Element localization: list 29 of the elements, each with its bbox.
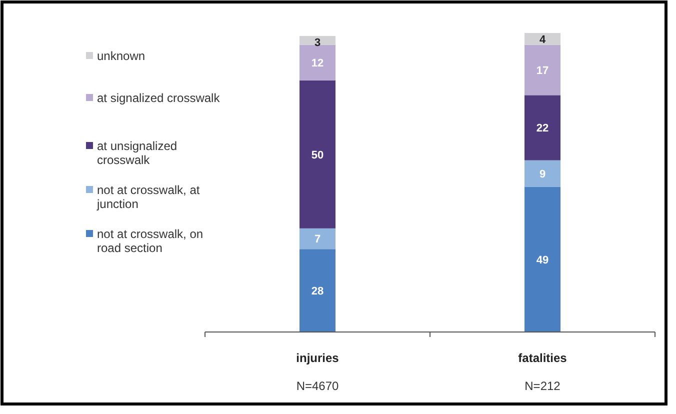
data-label: 50: [311, 149, 324, 162]
text: N=4670: [296, 379, 340, 393]
legend-label: not at crosswalk, on road section: [97, 227, 204, 255]
x-tick-label: fatalities: [518, 351, 568, 365]
data-label: 49: [536, 254, 549, 266]
bar: [300, 249, 336, 332]
legend-label: at unsignalized crosswalk: [97, 139, 178, 167]
bar: [300, 80, 336, 228]
bar: [524, 44, 560, 96]
bar: [524, 186, 560, 332]
data-label: 22: [536, 122, 549, 135]
data-label: 9: [539, 168, 546, 181]
bar: [300, 44, 336, 80]
text: N=212: [524, 379, 561, 393]
bar: [524, 33, 560, 45]
x-tick-label: injuries: [296, 351, 340, 365]
data-label: 7: [314, 234, 321, 246]
bar: [300, 36, 336, 45]
legend-label: not at crosswalk, at junction: [96, 183, 200, 211]
data-label: 4: [539, 34, 546, 46]
bar: [524, 160, 560, 187]
legend-label: at signalized crosswalk: [97, 91, 221, 105]
data-label: 17: [536, 65, 549, 78]
data-label: 12: [311, 58, 324, 70]
data-label: 28: [311, 286, 324, 298]
legend-label: unknown: [97, 49, 146, 63]
bar: [524, 95, 560, 160]
bar: [300, 228, 336, 250]
data-label: 3: [314, 36, 321, 49]
